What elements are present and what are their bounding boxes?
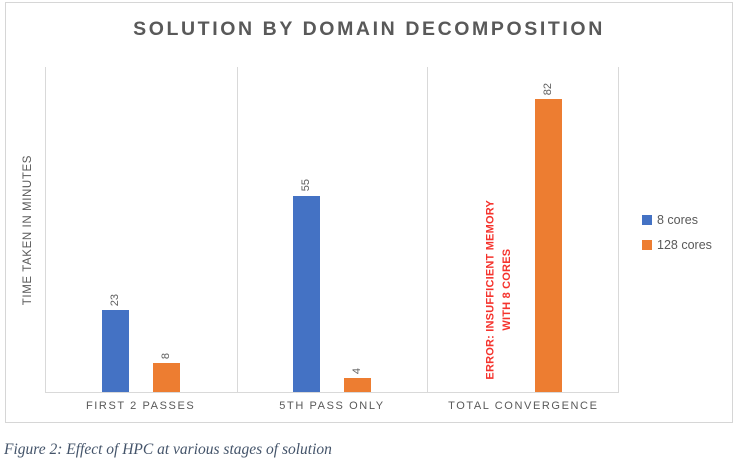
legend-swatch-128-cores <box>642 240 652 250</box>
bar-group-total-convergence: 82 <box>427 67 618 392</box>
y-axis-title-box: TIME TAKEN IN MINUTES <box>18 67 38 393</box>
bar-slot-8-cores-total-convergence <box>484 67 511 392</box>
data-label-128-cores-5th-pass-only: 4 <box>350 367 363 374</box>
data-label-128-cores-total-convergence: 82 <box>541 82 554 96</box>
category-label-total-convergence: TOTAL CONVERGENCE <box>448 400 599 412</box>
plot-area: ERROR: INSUFFICIENT MEMORY WITH 8 CORES … <box>45 67 619 393</box>
category-label-first-2-passes: FIRST 2 PASSES <box>85 400 196 412</box>
y-axis-title: TIME TAKEN IN MINUTES <box>22 154 34 306</box>
bar-128-cores-5th-pass-only <box>343 377 371 392</box>
category-gridline <box>236 67 238 392</box>
chart-title: SOLUTION BY DOMAIN DECOMPOSITION <box>133 18 605 40</box>
bar-slot-8-cores-first-2-passes: 23 <box>102 67 130 392</box>
category-axis: FIRST 2 PASSES 5TH PASS ONLY TOTAL CONVE… <box>45 400 619 412</box>
category-label-5th-pass-only: 5TH PASS ONLY <box>279 400 385 412</box>
legend: 8 cores 128 cores <box>642 213 712 252</box>
bar-slot-128-cores-first-2-passes: 8 <box>153 67 181 392</box>
bar-8-cores-first-2-passes <box>102 309 130 392</box>
legend-swatch-8-cores <box>642 215 652 225</box>
data-label-8-cores-5th-pass-only: 55 <box>299 179 312 192</box>
legend-label-8-cores: 8 cores <box>657 213 698 227</box>
data-label-8-cores-first-2-passes: 23 <box>109 293 122 306</box>
bar-slot-128-cores-5th-pass-only: 4 <box>343 67 371 392</box>
chart-object[interactable]: SOLUTION BY DOMAIN DECOMPOSITION TIME TA… <box>5 2 733 423</box>
data-label-128-cores-first-2-passes: 8 <box>160 353 173 360</box>
category-gridline <box>427 67 429 392</box>
bar-8-cores-5th-pass-only <box>292 195 320 392</box>
legend-label-128-cores: 128 cores <box>657 238 712 252</box>
bar-slot-128-cores-total-convergence: 82 <box>534 67 562 392</box>
bar-group-5th-pass-only: 55 4 <box>237 67 428 392</box>
bar-slot-8-cores-5th-pass-only: 55 <box>292 67 320 392</box>
bar-128-cores-total-convergence <box>534 99 562 392</box>
legend-item-128-cores: 128 cores <box>642 238 712 252</box>
bar-128-cores-first-2-passes <box>153 363 181 392</box>
figure-caption: Figure 2: Effect of HPC at various stage… <box>4 441 332 458</box>
legend-item-8-cores: 8 cores <box>642 213 712 227</box>
bar-group-first-2-passes: 23 8 <box>46 67 237 392</box>
